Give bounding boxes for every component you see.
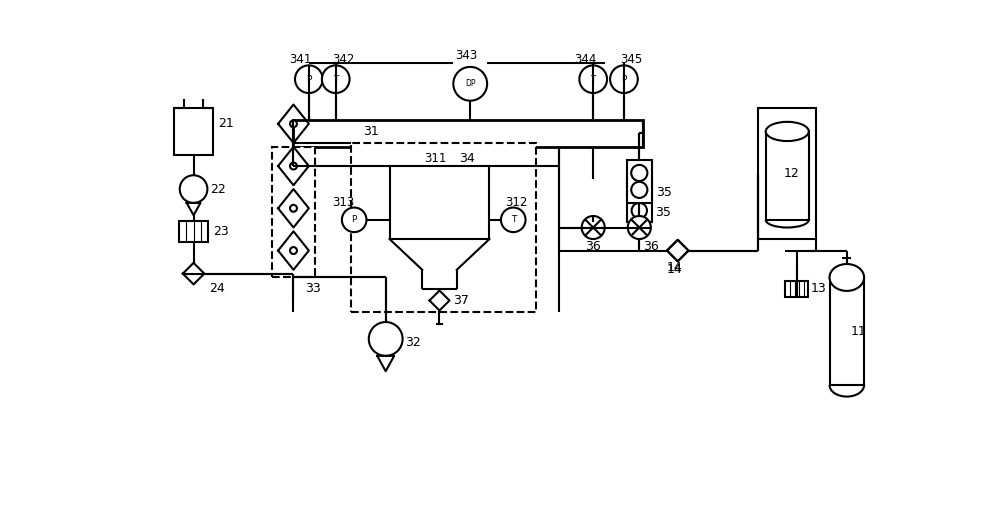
Text: 32: 32: [405, 336, 421, 349]
Bar: [390, 166, 489, 239]
Circle shape: [322, 65, 350, 93]
Text: 37: 37: [453, 294, 469, 307]
Circle shape: [610, 65, 638, 93]
Bar: [272, 147, 315, 278]
Text: 344: 344: [574, 53, 596, 66]
Circle shape: [582, 216, 605, 239]
Bar: [179, 221, 208, 242]
Text: 24: 24: [209, 282, 225, 295]
Text: 12: 12: [783, 167, 799, 180]
Bar: [174, 108, 213, 155]
Bar: [627, 160, 652, 202]
Bar: [627, 180, 652, 222]
Text: 313: 313: [332, 196, 354, 210]
Text: 23: 23: [213, 225, 229, 238]
Bar: [758, 108, 816, 239]
Circle shape: [295, 65, 323, 93]
Bar: [766, 131, 809, 220]
Bar: [293, 120, 643, 147]
Text: 343: 343: [455, 49, 477, 62]
Text: 14: 14: [666, 261, 682, 274]
Text: T: T: [333, 75, 338, 84]
Circle shape: [290, 205, 297, 212]
Text: 312: 312: [505, 196, 527, 210]
Circle shape: [631, 182, 647, 198]
Text: 345: 345: [620, 53, 642, 66]
Text: T: T: [511, 215, 516, 224]
Text: 36: 36: [643, 240, 659, 253]
Text: 13: 13: [811, 282, 826, 295]
Text: P: P: [351, 215, 357, 224]
Text: 341: 341: [290, 53, 312, 66]
Text: 21: 21: [218, 117, 234, 130]
Text: 31: 31: [363, 125, 378, 138]
Circle shape: [180, 175, 207, 203]
Text: 36: 36: [586, 240, 601, 253]
Bar: [785, 281, 808, 297]
Text: P: P: [621, 75, 627, 84]
Text: P: P: [306, 75, 312, 84]
Circle shape: [501, 208, 526, 232]
Circle shape: [290, 162, 297, 170]
Text: 14: 14: [666, 263, 682, 276]
Ellipse shape: [830, 264, 864, 291]
Text: 35: 35: [656, 186, 672, 199]
Circle shape: [453, 67, 487, 101]
Circle shape: [369, 322, 403, 356]
Bar: [351, 143, 536, 312]
Text: 35: 35: [655, 206, 671, 218]
Bar: [830, 278, 864, 385]
Circle shape: [290, 120, 297, 127]
Circle shape: [628, 216, 651, 239]
Text: 34: 34: [459, 152, 474, 165]
Text: T: T: [591, 75, 596, 84]
Text: 342: 342: [332, 53, 354, 66]
Text: 311: 311: [424, 152, 446, 165]
Circle shape: [631, 165, 647, 181]
Circle shape: [632, 203, 647, 218]
Circle shape: [632, 185, 647, 201]
Text: 11: 11: [851, 325, 866, 338]
Circle shape: [290, 247, 297, 254]
Text: 33: 33: [305, 282, 321, 295]
Text: DP: DP: [465, 79, 475, 88]
Ellipse shape: [766, 122, 809, 141]
Circle shape: [342, 208, 366, 232]
Text: 22: 22: [210, 183, 226, 196]
Circle shape: [579, 65, 607, 93]
